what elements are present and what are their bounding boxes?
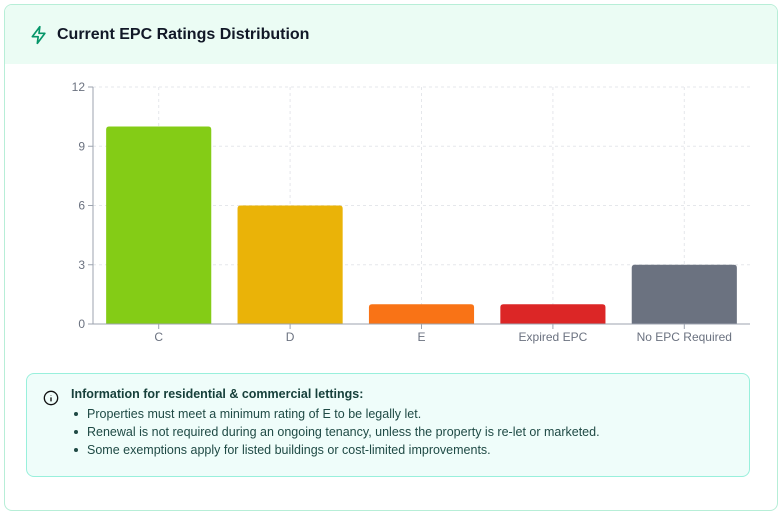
y-tick-label: 12 [72,80,86,94]
bar-chart: 0 3 6 9 12 C D E Expired EPC No EPC Required [72,80,750,344]
y-tick-label: 0 [78,317,85,331]
info-box: Information for residential & commercial… [26,373,750,477]
bar-expired-epc [500,304,606,324]
x-tick-label: No EPC Required [637,330,732,344]
x-tick-label: D [286,330,295,344]
info-item: Properties must meet a minimum rating of… [71,405,733,423]
bar-no-epc-required [631,264,737,324]
bar-d [237,205,343,324]
x-tick-label: C [154,330,163,344]
y-tick-label: 9 [78,139,85,153]
info-item: Renewal is not required during an ongoin… [71,423,733,441]
y-tick-label: 3 [78,258,85,272]
card-header: Current EPC Ratings Distribution [5,5,777,64]
info-heading: Information for residential & commercial… [71,387,364,401]
info-list: Properties must meet a minimum rating of… [71,405,733,459]
lightning-icon [31,25,46,44]
bar-e [368,304,475,324]
x-tick-label: Expired EPC [519,330,588,344]
card-title: Current EPC Ratings Distribution [57,25,310,43]
info-icon [43,390,59,406]
bar-c [106,126,212,324]
info-item: Some exemptions apply for listed buildin… [71,441,733,459]
x-tick-label: E [417,330,425,344]
y-tick-label: 6 [78,199,85,213]
